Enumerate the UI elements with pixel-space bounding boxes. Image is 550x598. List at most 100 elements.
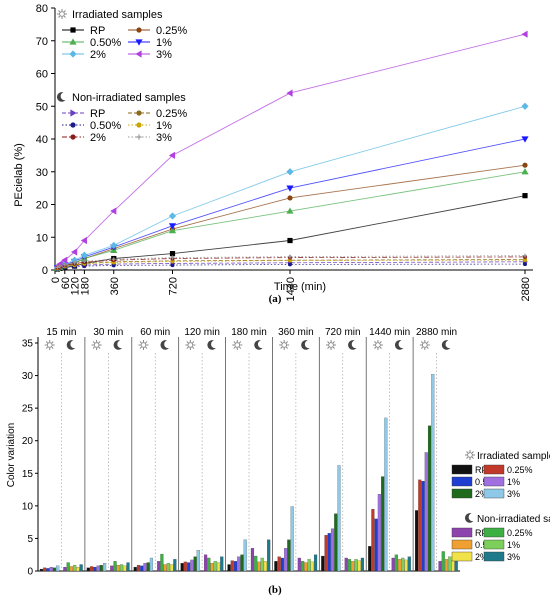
bar-irradiated-3	[243, 539, 247, 572]
bar-non-irradiated-0-50	[444, 559, 449, 572]
bar-irradiated-2	[381, 476, 385, 572]
y-tick-label: 30	[22, 371, 34, 382]
x-tick-label: 180	[79, 277, 91, 295]
bar-irradiated-2	[240, 554, 244, 572]
y-tick-label: 0	[27, 567, 33, 578]
y-tick-label: 50	[36, 101, 48, 113]
data-point	[57, 264, 62, 269]
bar-non-irradiated-0-25	[394, 554, 398, 572]
legend-marker	[135, 50, 142, 58]
x-tick-label: 1440	[285, 277, 297, 301]
bar-non-irradiated-rp	[110, 565, 114, 572]
data-point	[286, 207, 294, 214]
legend-item-irradiated-rp: RP	[451, 464, 488, 475]
data-point	[168, 151, 176, 159]
legend-label: 0.50%	[90, 37, 121, 49]
data-point	[72, 260, 77, 265]
legend-label: 0.25%	[156, 108, 187, 120]
y-tick-label: 70	[36, 36, 48, 48]
bar-irradiated-1	[237, 556, 241, 572]
legend-label: RP	[475, 465, 488, 475]
bar-irradiated-1	[424, 452, 428, 572]
bar-irradiated-2	[334, 513, 338, 572]
legend-item-non-irradiated-2: 2%	[451, 551, 488, 562]
moon-icon	[207, 340, 216, 350]
legend-item-non-irradiated-0-25: 0.25%	[483, 527, 533, 538]
bar-non-irradiated-3	[313, 554, 318, 572]
legend-group-title: Non-irradiated samples	[477, 514, 550, 525]
bar-non-irradiated-0-50	[351, 561, 355, 572]
legend-label: RP	[90, 25, 105, 37]
data-point	[521, 168, 529, 175]
category-label: 120 min	[184, 327, 220, 338]
bar-non-irradiated-3	[173, 559, 177, 572]
bar-non-irradiated-0-50	[210, 563, 214, 572]
legend-label: 2%	[475, 552, 488, 562]
legend-marker	[136, 134, 142, 140]
x-tick-label: 2880	[520, 277, 532, 301]
series-line	[57, 33, 526, 268]
bar-irradiated-0-25	[277, 556, 281, 572]
data-point	[288, 262, 292, 267]
bar-irradiated-1	[49, 566, 53, 572]
y-axis-title: PEcielab (%)	[13, 143, 25, 207]
bar-irradiated-3	[149, 557, 154, 572]
bar-non-irradiated-rp	[297, 557, 301, 572]
y-tick-label: 5	[27, 534, 33, 545]
x-tick-label: 720	[168, 277, 180, 295]
bar-non-irradiated-1	[213, 561, 217, 572]
bar-non-irradiated-rp	[344, 557, 348, 572]
data-point	[70, 256, 79, 264]
category-label: 360 min	[278, 327, 314, 338]
bar-irradiated-3	[196, 550, 200, 572]
legend-item-irradiated-1: 1%	[128, 37, 172, 49]
y-tick-label: 10	[36, 232, 48, 244]
legend-swatch	[451, 551, 473, 562]
bar-non-irradiated-0-50	[163, 564, 167, 572]
bar-non-irradiated-0-50	[398, 559, 402, 572]
legend-swatch	[483, 527, 505, 538]
bar-non-irradiated-0-50	[304, 562, 308, 572]
sun-icon	[57, 9, 67, 19]
bar-irradiated-0-25	[43, 567, 47, 572]
data-point	[168, 223, 177, 230]
legend-label: 2%	[475, 489, 488, 499]
category-label: 2880 min	[416, 327, 457, 338]
bar-irradiated-0-25	[418, 479, 422, 572]
moon-icon	[56, 92, 66, 102]
bar-non-irradiated-rp	[250, 548, 255, 572]
moon-icon	[66, 340, 76, 350]
bar-non-irradiated-0-25	[160, 553, 164, 572]
data-point	[169, 251, 176, 257]
data-point	[286, 168, 294, 176]
series-irradiated-0-50	[53, 168, 529, 271]
bar-irradiated-1	[143, 563, 147, 572]
bar-irradiated-3	[431, 374, 435, 572]
category-label: 1440 min	[369, 327, 410, 338]
sun-icon	[91, 340, 102, 350]
panel-label-b: (b)	[268, 584, 282, 596]
bar-non-irradiated-3	[267, 539, 271, 572]
legend-marker	[69, 38, 77, 45]
bar-irradiated-rp	[133, 566, 137, 572]
series-non-irradiated-0-50	[55, 262, 527, 271]
bar-irradiated-0-25	[324, 535, 328, 572]
y-tick-label: 40	[36, 134, 48, 146]
data-point	[110, 241, 118, 250]
bar-irradiated-0-50	[374, 518, 378, 572]
bar-irradiated-0-25	[371, 509, 375, 572]
legend-swatch	[451, 527, 473, 538]
bar-irradiated-rp	[321, 555, 325, 572]
x-axis-title: Time (min)	[274, 281, 326, 293]
bar-irradiated-0-25	[183, 561, 187, 572]
legend-item-non-irradiated-3: 3%	[128, 132, 172, 144]
series-irradiated-3	[53, 30, 528, 271]
bar-irradiated-2	[287, 539, 291, 572]
legend-label: 0.25%	[507, 528, 533, 538]
data-point	[522, 162, 528, 168]
sun-icon	[465, 450, 475, 460]
legend-swatch	[483, 539, 505, 550]
sun-icon	[419, 340, 430, 350]
legend-group-title: Irradiated samples	[477, 451, 550, 462]
